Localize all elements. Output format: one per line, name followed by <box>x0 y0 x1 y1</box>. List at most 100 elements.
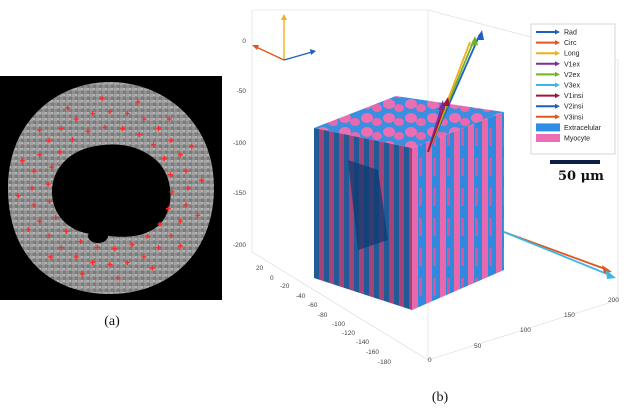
panel-b: 0 -50 -100 -150 -200 20 0 -20 -40 -60 -8… <box>228 0 640 390</box>
y-tick: -60 <box>308 302 318 309</box>
red-marker <box>115 275 121 281</box>
red-marker <box>90 110 96 116</box>
v1insi-arrow <box>427 101 447 153</box>
legend-swatch <box>536 134 560 142</box>
y-tick: -20 <box>280 283 290 290</box>
red-marker <box>31 202 37 208</box>
legend-label: V3insi <box>564 114 584 121</box>
legend-label: V3ex <box>564 83 580 90</box>
z-tick: -150 <box>233 190 246 197</box>
red-marker <box>135 99 141 105</box>
red-marker <box>45 181 51 187</box>
red-marker <box>141 116 147 122</box>
small-cavity <box>88 229 108 243</box>
red-marker <box>107 109 113 115</box>
legend-swatch <box>555 61 560 67</box>
scale-bar-label: 50 μm <box>558 169 604 184</box>
small-cavity <box>68 164 80 172</box>
legend-label: V1ex <box>564 61 580 68</box>
red-marker <box>136 131 142 137</box>
red-marker <box>99 95 105 101</box>
red-marker <box>79 271 85 277</box>
legend-label: V1insi <box>564 93 584 100</box>
red-marker <box>29 185 35 191</box>
red-marker <box>69 137 75 143</box>
legend-label: V2insi <box>564 104 584 111</box>
z-tick: -100 <box>233 140 246 147</box>
red-marker <box>177 218 183 224</box>
red-marker <box>37 152 43 158</box>
red-marker <box>48 254 54 260</box>
vector-arrows <box>427 33 613 277</box>
y-tick: -140 <box>356 339 369 346</box>
red-marker <box>177 243 183 249</box>
red-marker <box>167 172 173 178</box>
z-tick-labels: 0 -50 -100 -150 -200 <box>233 38 246 249</box>
y-tick: 0 <box>270 275 274 282</box>
legend-label: Long <box>564 51 580 58</box>
red-marker <box>157 221 163 227</box>
red-marker <box>120 126 126 132</box>
y-tick: 20 <box>256 265 264 272</box>
red-marker <box>185 185 191 191</box>
red-marker <box>15 193 21 199</box>
y-tick: -180 <box>378 359 391 366</box>
legend-label: Rad <box>564 30 577 37</box>
legend-swatch <box>555 93 560 99</box>
red-marker <box>46 137 52 143</box>
legend-swatch <box>555 103 560 109</box>
red-marker <box>78 239 84 245</box>
red-marker <box>102 124 108 130</box>
red-marker <box>165 206 171 212</box>
red-marker <box>107 261 113 267</box>
red-marker <box>73 254 79 260</box>
cube-top-face <box>314 96 504 148</box>
z-tick: -50 <box>237 88 247 95</box>
x-tick: 0 <box>428 357 432 364</box>
red-marker <box>85 128 91 134</box>
x-tick: 150 <box>564 312 575 319</box>
red-marker <box>19 158 25 164</box>
red-marker <box>25 226 31 232</box>
legend-label: Extracelular <box>564 125 602 132</box>
y-tick-labels: 20 0 -20 -40 -60 -80 -100 -120 -140 -160… <box>256 265 391 366</box>
red-marker <box>112 246 118 252</box>
red-marker <box>58 245 64 251</box>
red-marker <box>63 228 69 234</box>
legend-swatch <box>555 71 560 77</box>
legend-swatch <box>555 82 560 88</box>
red-marker <box>53 214 59 220</box>
cube-front-face <box>412 112 504 310</box>
red-marker <box>151 142 157 148</box>
red-marker <box>177 152 183 158</box>
red-marker <box>161 156 167 162</box>
red-marker <box>47 198 53 204</box>
x-tick: 100 <box>520 327 531 334</box>
red-marker <box>145 233 151 239</box>
red-marker <box>195 212 201 218</box>
red-marker <box>183 202 189 208</box>
coordinate-triad <box>252 14 316 61</box>
y-tick: -160 <box>366 349 379 356</box>
cube-dark-region <box>348 160 388 250</box>
red-marker <box>90 260 96 266</box>
red-marker <box>46 233 52 239</box>
red-marker <box>156 245 162 251</box>
red-marker <box>94 244 100 250</box>
red-marker <box>37 127 43 133</box>
tissue-cube <box>314 96 504 310</box>
y-tick: -120 <box>342 330 355 337</box>
z-tick: -200 <box>233 242 246 249</box>
y-tick: -100 <box>332 321 345 328</box>
red-marker <box>57 149 63 155</box>
red-marker <box>141 254 147 260</box>
legend-label: Myocyte <box>564 136 590 143</box>
red-marker <box>49 164 55 170</box>
red-marker <box>189 144 195 150</box>
y-tick: -40 <box>296 293 306 300</box>
y-tick: -80 <box>318 312 328 319</box>
red-marker <box>169 189 175 195</box>
legend-swatch <box>555 50 560 56</box>
v3ex-arrow <box>503 231 613 277</box>
red-marker <box>37 218 43 224</box>
